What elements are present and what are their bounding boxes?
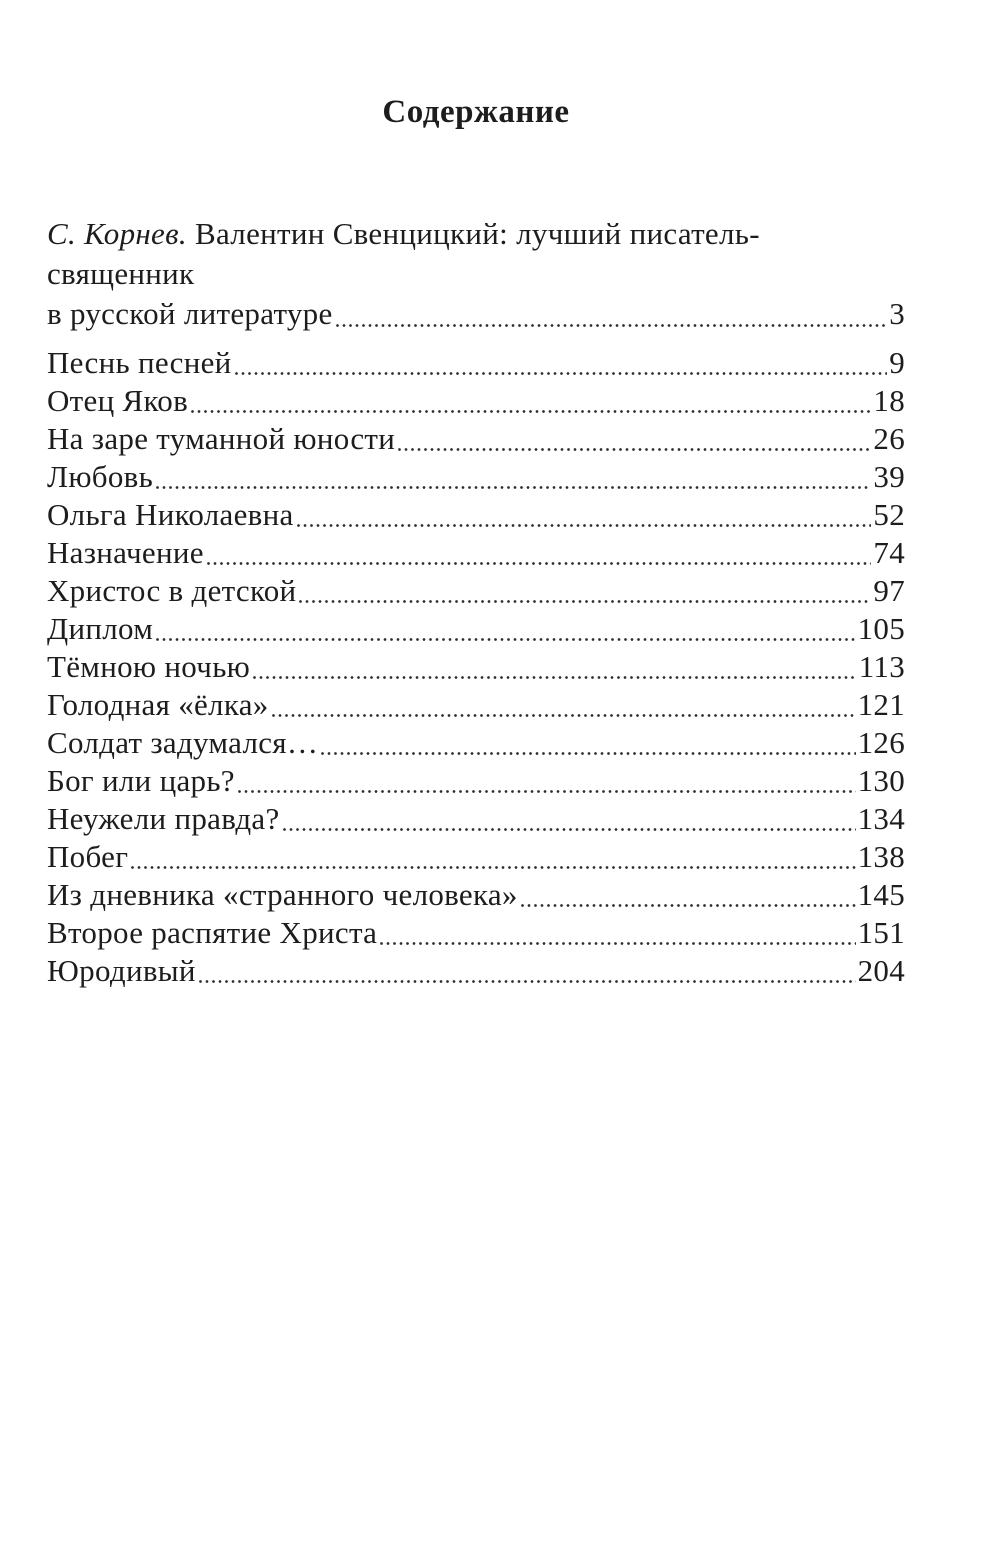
toc-entry: Юродивый 204 xyxy=(47,952,905,990)
toc-entry: Любовь 39 xyxy=(47,458,905,496)
page-number: 18 xyxy=(873,383,905,418)
toc-intro-author: С. Корнев. xyxy=(47,216,187,251)
page-number: 52 xyxy=(873,497,905,532)
page-number: 130 xyxy=(857,763,905,798)
dot-leader xyxy=(271,714,856,717)
entry-title: Назначение xyxy=(47,535,204,570)
page-number: 121 xyxy=(857,687,905,722)
toc-entry: Неужели правда? 134 xyxy=(47,800,905,838)
page-number: 145 xyxy=(857,877,905,912)
page-number: 39 xyxy=(873,459,905,494)
dot-leader xyxy=(321,752,856,755)
dot-leader xyxy=(335,324,888,327)
toc-entry: Песнь песней 9 xyxy=(47,344,905,382)
dot-leader xyxy=(380,942,856,945)
entry-title: Юродивый xyxy=(47,953,196,988)
dot-leader xyxy=(198,980,856,983)
entry-title: Песнь песней xyxy=(47,345,232,380)
dot-leader xyxy=(299,600,872,603)
entry-title: Из дневника «странного человека» xyxy=(47,877,518,912)
entry-title: Отец Яков xyxy=(47,383,189,418)
entry-title: Второе распятие Христа xyxy=(47,915,378,950)
toc-entry: Христос в детской 97 xyxy=(47,572,905,610)
page-number: 151 xyxy=(857,915,905,950)
toc-entry: Из дневника «странного человека» 145 xyxy=(47,876,905,914)
page-number: 26 xyxy=(873,421,905,456)
dot-leader xyxy=(156,486,872,489)
entry-title: Голодная «ёлка» xyxy=(47,687,269,722)
toc-entry: Тёмною ночью 113 xyxy=(47,648,905,686)
toc-entry: Второе распятие Христа 151 xyxy=(47,914,905,952)
entry-title: Христос в детской xyxy=(47,573,297,608)
dot-leader xyxy=(131,866,856,869)
toc-entry: На заре туманной юности 26 xyxy=(47,420,905,458)
entry-title: Тёмною ночью xyxy=(47,649,251,684)
toc-entry: Назначение 74 xyxy=(47,534,905,572)
toc-intro-line1: С. Корнев. Валентин Свенцицкий: лучший п… xyxy=(47,214,905,294)
page-number: 138 xyxy=(857,839,905,874)
dot-leader xyxy=(398,448,872,451)
toc-list: Песнь песней 9 Отец Яков 18 На заре тума… xyxy=(47,344,905,990)
toc-entry: Голодная «ёлка» 121 xyxy=(47,686,905,724)
page-number: 126 xyxy=(857,725,905,760)
toc-title: Содержание xyxy=(382,94,570,130)
entry-title: Побег xyxy=(47,839,129,874)
page-number: 204 xyxy=(857,953,905,988)
toc-entry: Отец Яков 18 xyxy=(47,382,905,420)
dot-leader xyxy=(206,562,872,565)
dot-leader xyxy=(234,372,888,375)
dot-leader xyxy=(191,410,872,413)
dot-leader xyxy=(282,828,856,831)
dot-leader xyxy=(253,676,857,679)
entry-title: Бог или царь? xyxy=(47,763,235,798)
toc-intro-title-continued: в русской литературе xyxy=(47,296,333,331)
entry-title: Неужели правда? xyxy=(47,801,280,836)
page-number: 105 xyxy=(857,611,905,646)
toc-entry: Бог или царь? 130 xyxy=(47,762,905,800)
dot-leader xyxy=(237,790,856,793)
page-number: 74 xyxy=(873,535,905,570)
page-number: 134 xyxy=(857,801,905,836)
dot-leader xyxy=(296,524,872,527)
page-number: 113 xyxy=(858,649,905,684)
dot-leader xyxy=(156,638,856,641)
toc-intro-entry: С. Корнев. Валентин Свенцицкий: лучший п… xyxy=(47,214,905,334)
toc-entry: Диплом 105 xyxy=(47,610,905,648)
page-number: 3 xyxy=(889,296,905,331)
page-number: 97 xyxy=(873,573,905,608)
entry-title: Диплом xyxy=(47,611,154,646)
toc-entry: Побег 138 xyxy=(47,838,905,876)
entry-title: Солдат задумался… xyxy=(47,725,319,760)
toc-entry: Солдат задумался… 126 xyxy=(47,724,905,762)
toc-entry: Ольга Николаевна 52 xyxy=(47,496,905,534)
entry-title: Любовь xyxy=(47,459,154,494)
dot-leader xyxy=(520,904,856,907)
entry-title: На заре туманной юности xyxy=(47,421,396,456)
page-number: 9 xyxy=(889,345,905,380)
toc-intro-line2: в русской литературе 3 xyxy=(47,294,905,334)
entry-title: Ольга Николаевна xyxy=(47,497,294,532)
toc-intro-title: Валентин Свенцицкий: лучший писатель-свя… xyxy=(47,216,760,291)
